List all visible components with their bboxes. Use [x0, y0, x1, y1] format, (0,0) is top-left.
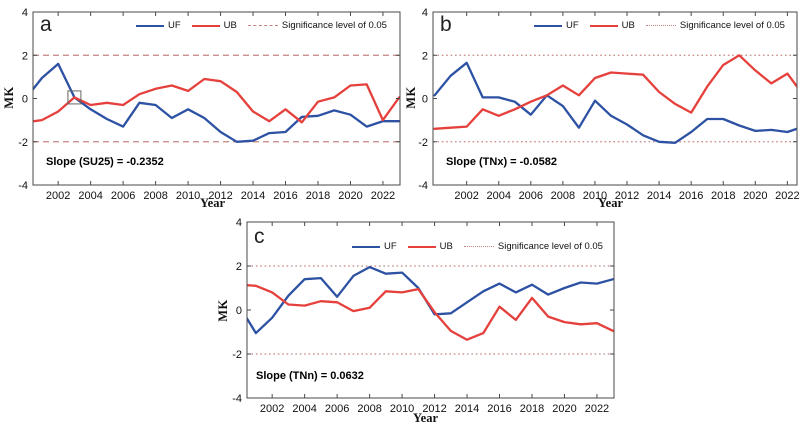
- slope-annotation-a: Slope (SU25) = -0.2352: [46, 156, 164, 168]
- panel-b-legend: UF UB Significance level of 0.05: [534, 20, 785, 31]
- panel-c-plot: 2002 2004 2006 2008 2010 2012 2014 2016 2018 2020…: [232, 217, 615, 415]
- x-axis-label-c: Year: [413, 411, 438, 425]
- y-tick-label: -4: [418, 180, 428, 192]
- x-tick-label: 2008: [551, 190, 575, 202]
- x-tick-label: 2004: [78, 190, 102, 202]
- x-axis-label-a: Year: [200, 196, 225, 210]
- y-axis-label-b: MK: [403, 86, 418, 109]
- x-axis-label-b: Year: [598, 196, 623, 210]
- panel-a: 2002 2004 2006 2008 2010 2012 2014 2016 2018 2020…: [0, 0, 420, 215]
- y-tick-label: -4: [18, 180, 28, 192]
- y-tick-label: 4: [422, 7, 428, 19]
- x-tick-label: 2002: [46, 190, 70, 202]
- legend-label-significance: Significance level of 0.05: [679, 20, 785, 31]
- y-tick-label: 2: [236, 261, 242, 273]
- ub-line: [33, 77, 400, 124]
- x-tick-label: 2010: [390, 403, 414, 415]
- panel-a-plot: 2002 2004 2006 2008 2010 2012 2014 2016 2018 2020…: [18, 7, 401, 202]
- x-tick-label: 2018: [520, 403, 544, 415]
- x-tick-label: 2020: [338, 190, 362, 202]
- x-tick-label: 2006: [519, 190, 543, 202]
- x-tick-label: 2022: [775, 190, 799, 202]
- slope-annotation-b: Slope (TNx) = -0.0582: [446, 156, 557, 168]
- uf-line-swatch: [136, 24, 164, 27]
- y-tick-label: -4: [232, 393, 242, 405]
- x-tick-label: 2014: [647, 190, 671, 202]
- ub-line-swatch: [407, 245, 436, 248]
- legend-label-ub: UB: [223, 20, 237, 31]
- uf-line-swatch: [352, 245, 380, 248]
- x-tick-label: 2016: [679, 190, 703, 202]
- y-tick-label: 0: [22, 94, 28, 106]
- y-axis-label-c: MK: [215, 299, 230, 322]
- slope-annotation-c: Slope (TNn) = 0.0632: [256, 370, 364, 382]
- legend-label-significance: Significance level of 0.05: [281, 20, 387, 31]
- x-tick-label: 2012: [422, 403, 446, 415]
- x-tick-label: 2010: [583, 190, 607, 202]
- y-tick-label: 2: [22, 50, 28, 62]
- x-tick-label: 2018: [306, 190, 330, 202]
- x-tick-label: 2002: [260, 403, 284, 415]
- y-tick-label: 0: [422, 94, 428, 106]
- x-tick-label: 2008: [143, 190, 167, 202]
- ub-line: [433, 54, 797, 130]
- panel-b-letter: b: [440, 13, 452, 36]
- y-tick-label: 4: [236, 217, 242, 229]
- x-tick-label: 2012: [208, 190, 232, 202]
- uf-line: [433, 61, 797, 144]
- x-tick-label: 2012: [615, 190, 639, 202]
- legend-label-uf: UF: [566, 20, 579, 31]
- y-tick-label: 4: [22, 7, 28, 19]
- x-tick-label: 2020: [743, 190, 767, 202]
- y-tick-label: -2: [232, 349, 242, 361]
- legend-label-uf: UF: [168, 20, 181, 31]
- panel-a-letter: a: [40, 13, 52, 36]
- panel-c-legend: UF UB Significance level of 0.05: [352, 241, 603, 252]
- x-tick-label: 2014: [241, 190, 265, 202]
- x-tick-label: 2018: [711, 190, 735, 202]
- x-tick-label: 2016: [487, 403, 511, 415]
- x-tick-label: 2014: [455, 403, 479, 415]
- panel-b-plot: 2002 2004 2006 2008 2010 2012 2014 2016 2018 2020…: [418, 7, 799, 202]
- x-tick-label: 2004: [487, 190, 511, 202]
- x-tick-label: 2004: [292, 403, 316, 415]
- y-tick-label: -2: [418, 137, 428, 149]
- uf-line-swatch: [534, 24, 562, 27]
- legend-label-significance: Significance level of 0.05: [497, 241, 603, 252]
- x-tick-label: 2022: [585, 403, 609, 415]
- x-tick-label: 2008: [357, 403, 381, 415]
- significance-line-swatch: [247, 25, 278, 26]
- panel-b: 2002 2004 2006 2008 2010 2012 2014 2016 2018 2020…: [400, 0, 805, 215]
- y-tick-label: 2: [422, 50, 428, 62]
- panel-c-letter: c: [254, 225, 265, 248]
- significance-line-swatch: [463, 246, 494, 247]
- significance-line-swatch: [645, 25, 676, 26]
- ub-line-swatch: [589, 24, 618, 27]
- legend-label-ub: UB: [439, 241, 453, 252]
- legend-label-ub: UB: [621, 20, 635, 31]
- x-tick-label: 2006: [325, 403, 349, 415]
- y-tick-label: -2: [18, 137, 28, 149]
- x-tick-label: 2020: [552, 403, 576, 415]
- x-tick-label: 2006: [111, 190, 135, 202]
- panel-c: 2002 2004 2006 2008 2010 2012 2014 2016 2018 2020…: [210, 215, 630, 434]
- y-tick-label: 0: [236, 305, 242, 317]
- ub-line-swatch: [191, 24, 220, 27]
- panel-a-legend: UF UB Significance level of 0.05: [136, 20, 387, 31]
- uf-line: [33, 62, 400, 143]
- highlight-box: [67, 90, 82, 105]
- y-axis-label-a: MK: [1, 86, 16, 109]
- ub-line: [247, 284, 614, 341]
- x-tick-label: 2022: [371, 190, 395, 202]
- x-tick-label: 2002: [454, 190, 478, 202]
- x-tick-label: 2010: [176, 190, 200, 202]
- x-tick-label: 2016: [273, 190, 297, 202]
- legend-label-uf: UF: [384, 241, 397, 252]
